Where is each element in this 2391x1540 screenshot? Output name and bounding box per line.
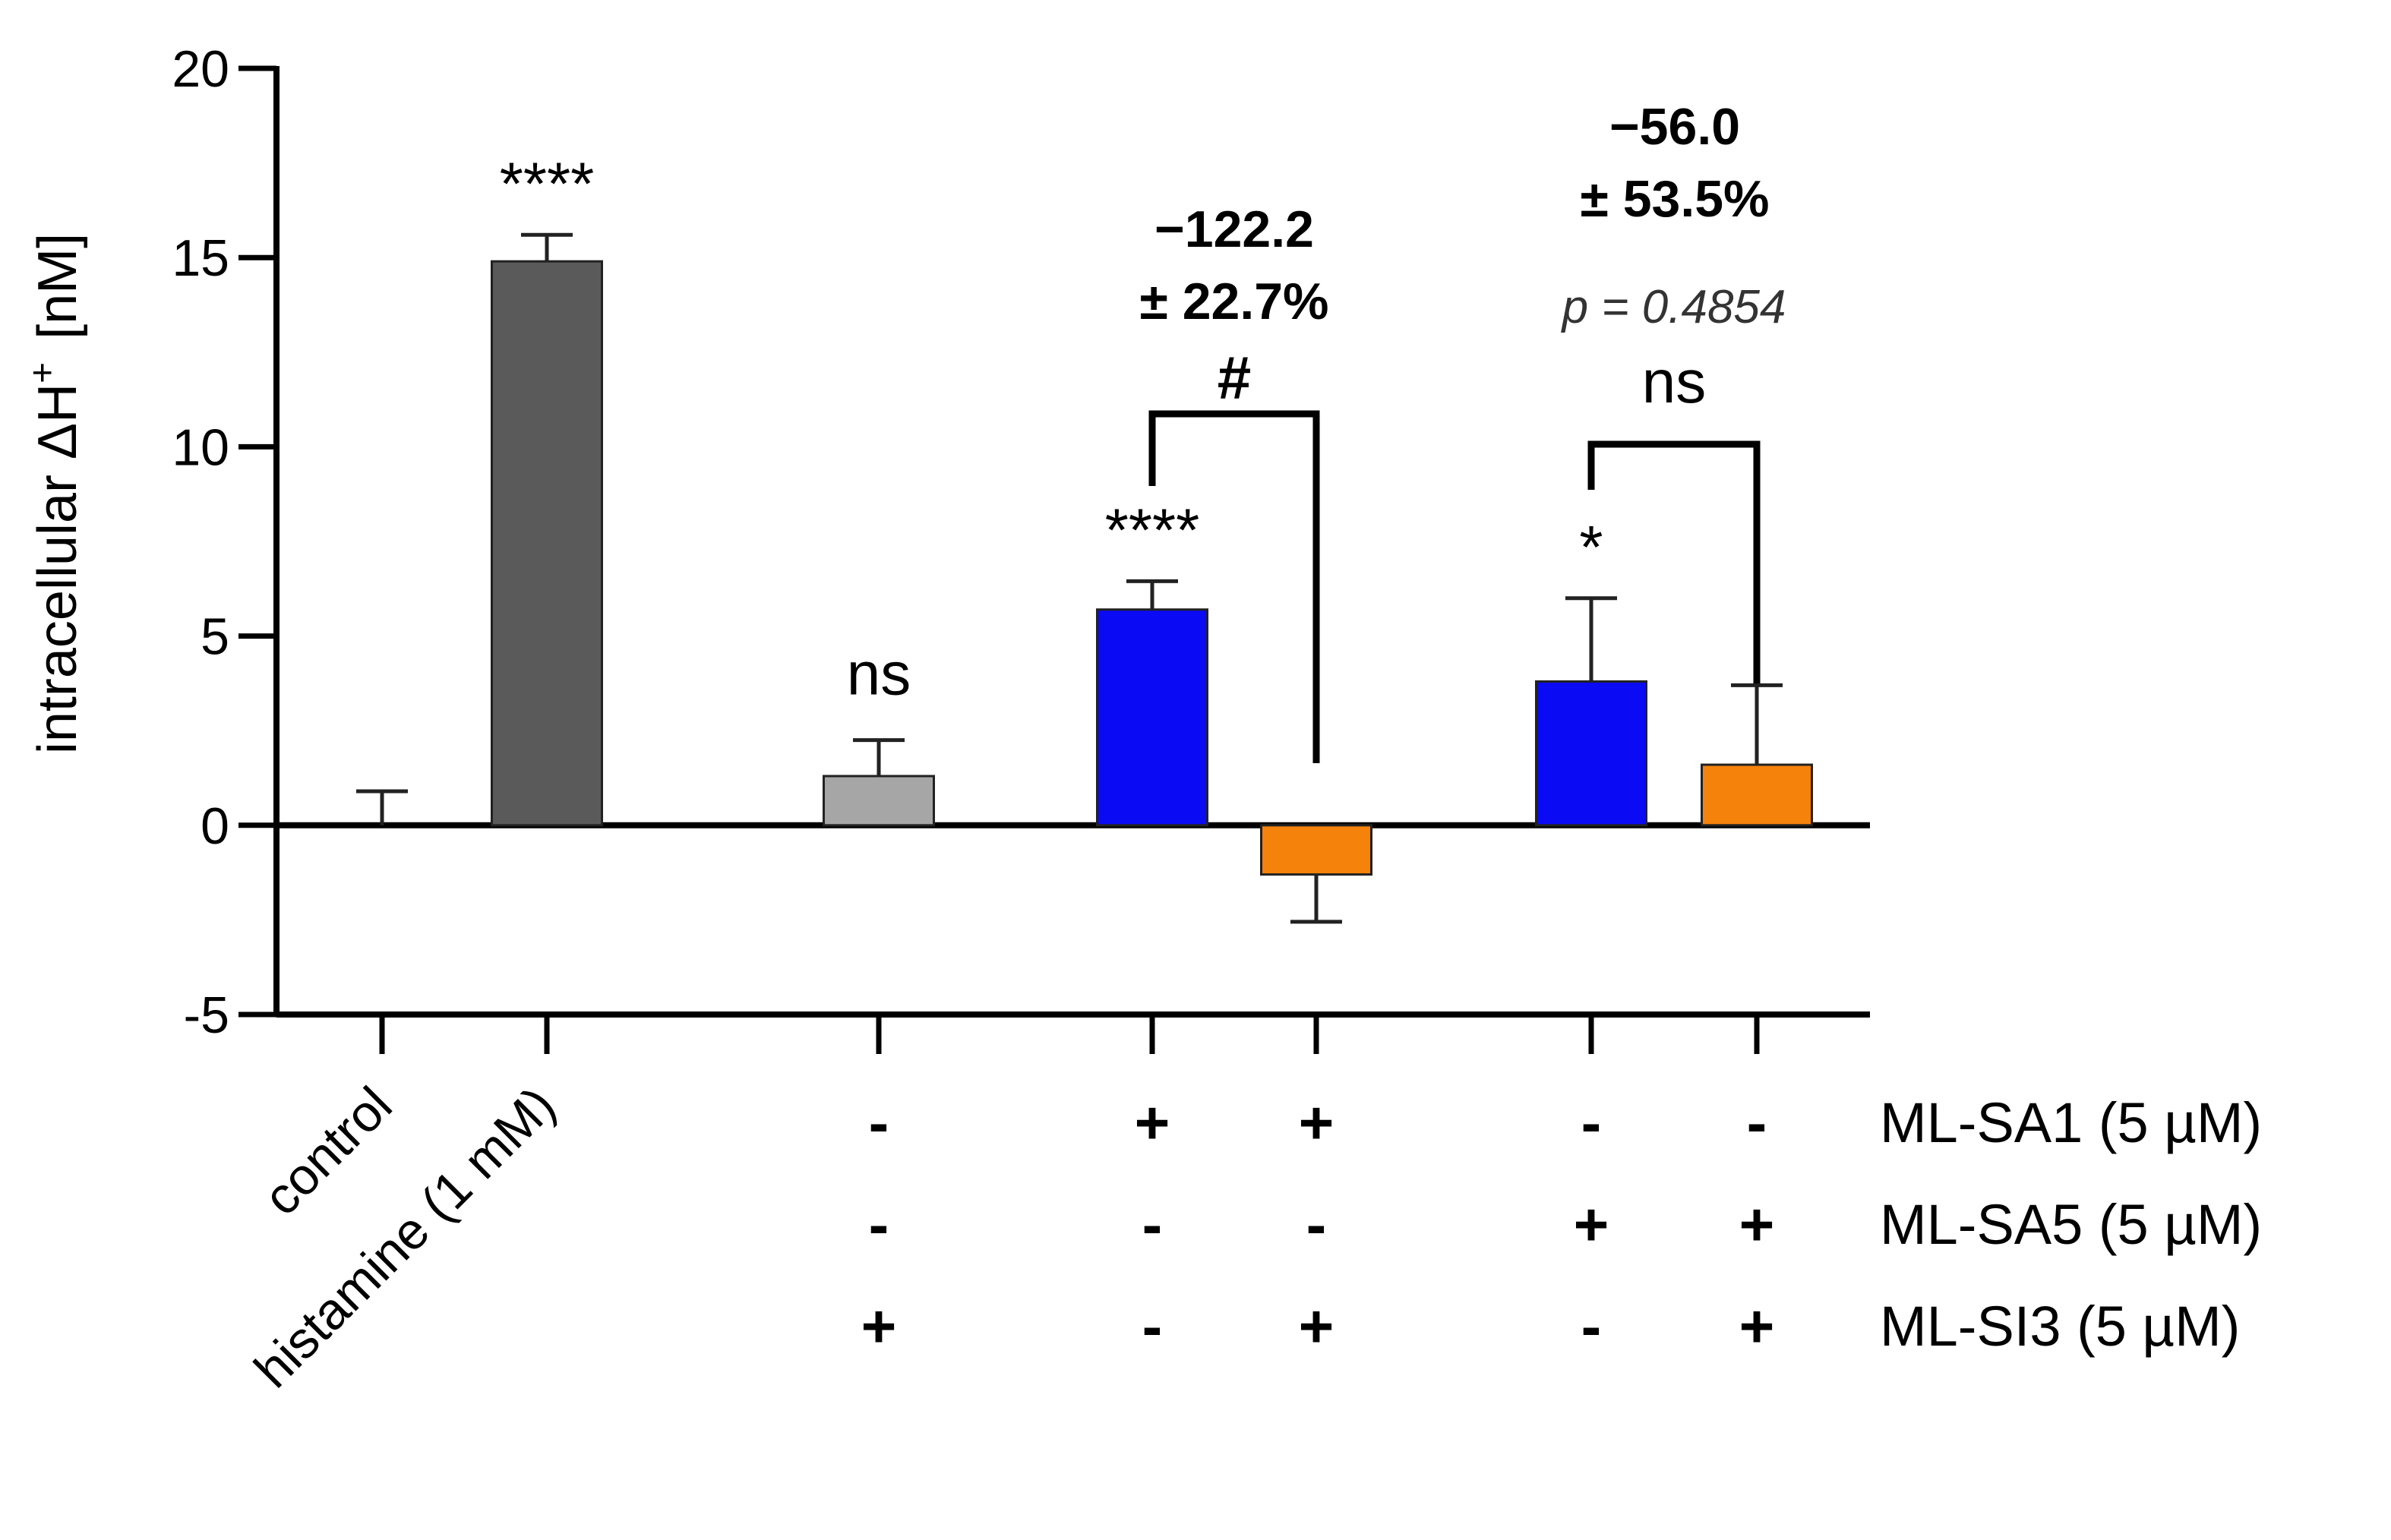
treatment-sign: - [1306,1191,1327,1258]
comparison-label: # [1218,344,1252,412]
treatment-sign: + [1299,1292,1334,1360]
bars [356,232,1813,924]
treatment-sign: + [1574,1191,1609,1258]
bar-5 [1535,680,1647,827]
treatment-sign: - [1142,1292,1163,1360]
treatment-row-label: ML-SA1 (5 µM) [1880,1091,2262,1154]
p-value-label: p = 0.4854 [1561,281,1786,333]
treatment-sign: + [1739,1292,1775,1360]
y-tick-label: 15 [172,229,229,287]
significance-label: **** [500,150,595,217]
y-axis-label-superscript: + [23,362,63,383]
treatment-row-label: ML-SA5 (5 µM) [1880,1193,2262,1256]
treatment-sign: - [869,1191,889,1258]
y-axis: -5 0 5 10 15 20 [172,40,280,1044]
treatment-sign: + [861,1292,897,1360]
bar-6 [1701,763,1813,827]
treatment-sign: + [1739,1191,1775,1258]
x-category-label-group: control [253,1076,403,1226]
effect-size-value: −56.0 [1609,98,1740,156]
treatment-sign: - [1142,1191,1163,1258]
comparison-bracket [1148,410,1320,763]
effect-size-error: ± 22.7% [1139,273,1328,330]
treatment-sign: - [1581,1292,1602,1360]
bar-1 [491,260,603,827]
y-axis-label-unit: [nM] [27,233,88,339]
comparison-label: ns [1642,348,1707,415]
treatment-sign: - [1581,1089,1602,1157]
treatment-table: - + + - - ML-SA1 (5 µM) - - - + + ML-SA5 (5 µM) + - + -… [861,1089,2263,1360]
effect-size-error: ± 53.5% [1580,170,1769,228]
svg-text:intracellular ΔH+[nM]: intracellular ΔH+ [nM] [23,233,88,754]
y-tick-label: 0 [201,797,229,855]
bar-2 [823,775,935,827]
x-category-label-group: histamine (1 mM) [243,1076,566,1399]
x-category-label: control [253,1076,403,1226]
y-axis-label: intracellular ΔH [27,383,88,754]
y-tick-label: 10 [172,418,229,476]
significance-label: **** [1105,496,1200,563]
x-category-label: histamine (1 mM) [243,1076,566,1399]
y-tick-label: 20 [172,40,229,98]
treatment-sign: - [1747,1089,1767,1157]
y-tick-label: 5 [201,608,229,666]
significance-label: ns [847,640,911,708]
treatment-sign: + [1135,1089,1170,1157]
treatment-sign: - [869,1089,889,1157]
y-tick-label: -5 [184,986,229,1044]
significance-label: * [1579,513,1603,581]
bar-3 [1096,608,1208,827]
treatment-row-label: ML-SI3 (5 µM) [1880,1295,2240,1358]
treatment-sign: + [1299,1089,1334,1157]
effect-size-value: −122.2 [1154,200,1314,258]
comparison-bracket [1587,440,1761,683]
annotations: ****ns**** *#−122.2± 22.7%ns−56.0± 53.5%p… [500,98,1786,763]
bar-4 [1260,824,1372,876]
y-axis-title: intracellular ΔH+ [nM] [23,233,88,754]
